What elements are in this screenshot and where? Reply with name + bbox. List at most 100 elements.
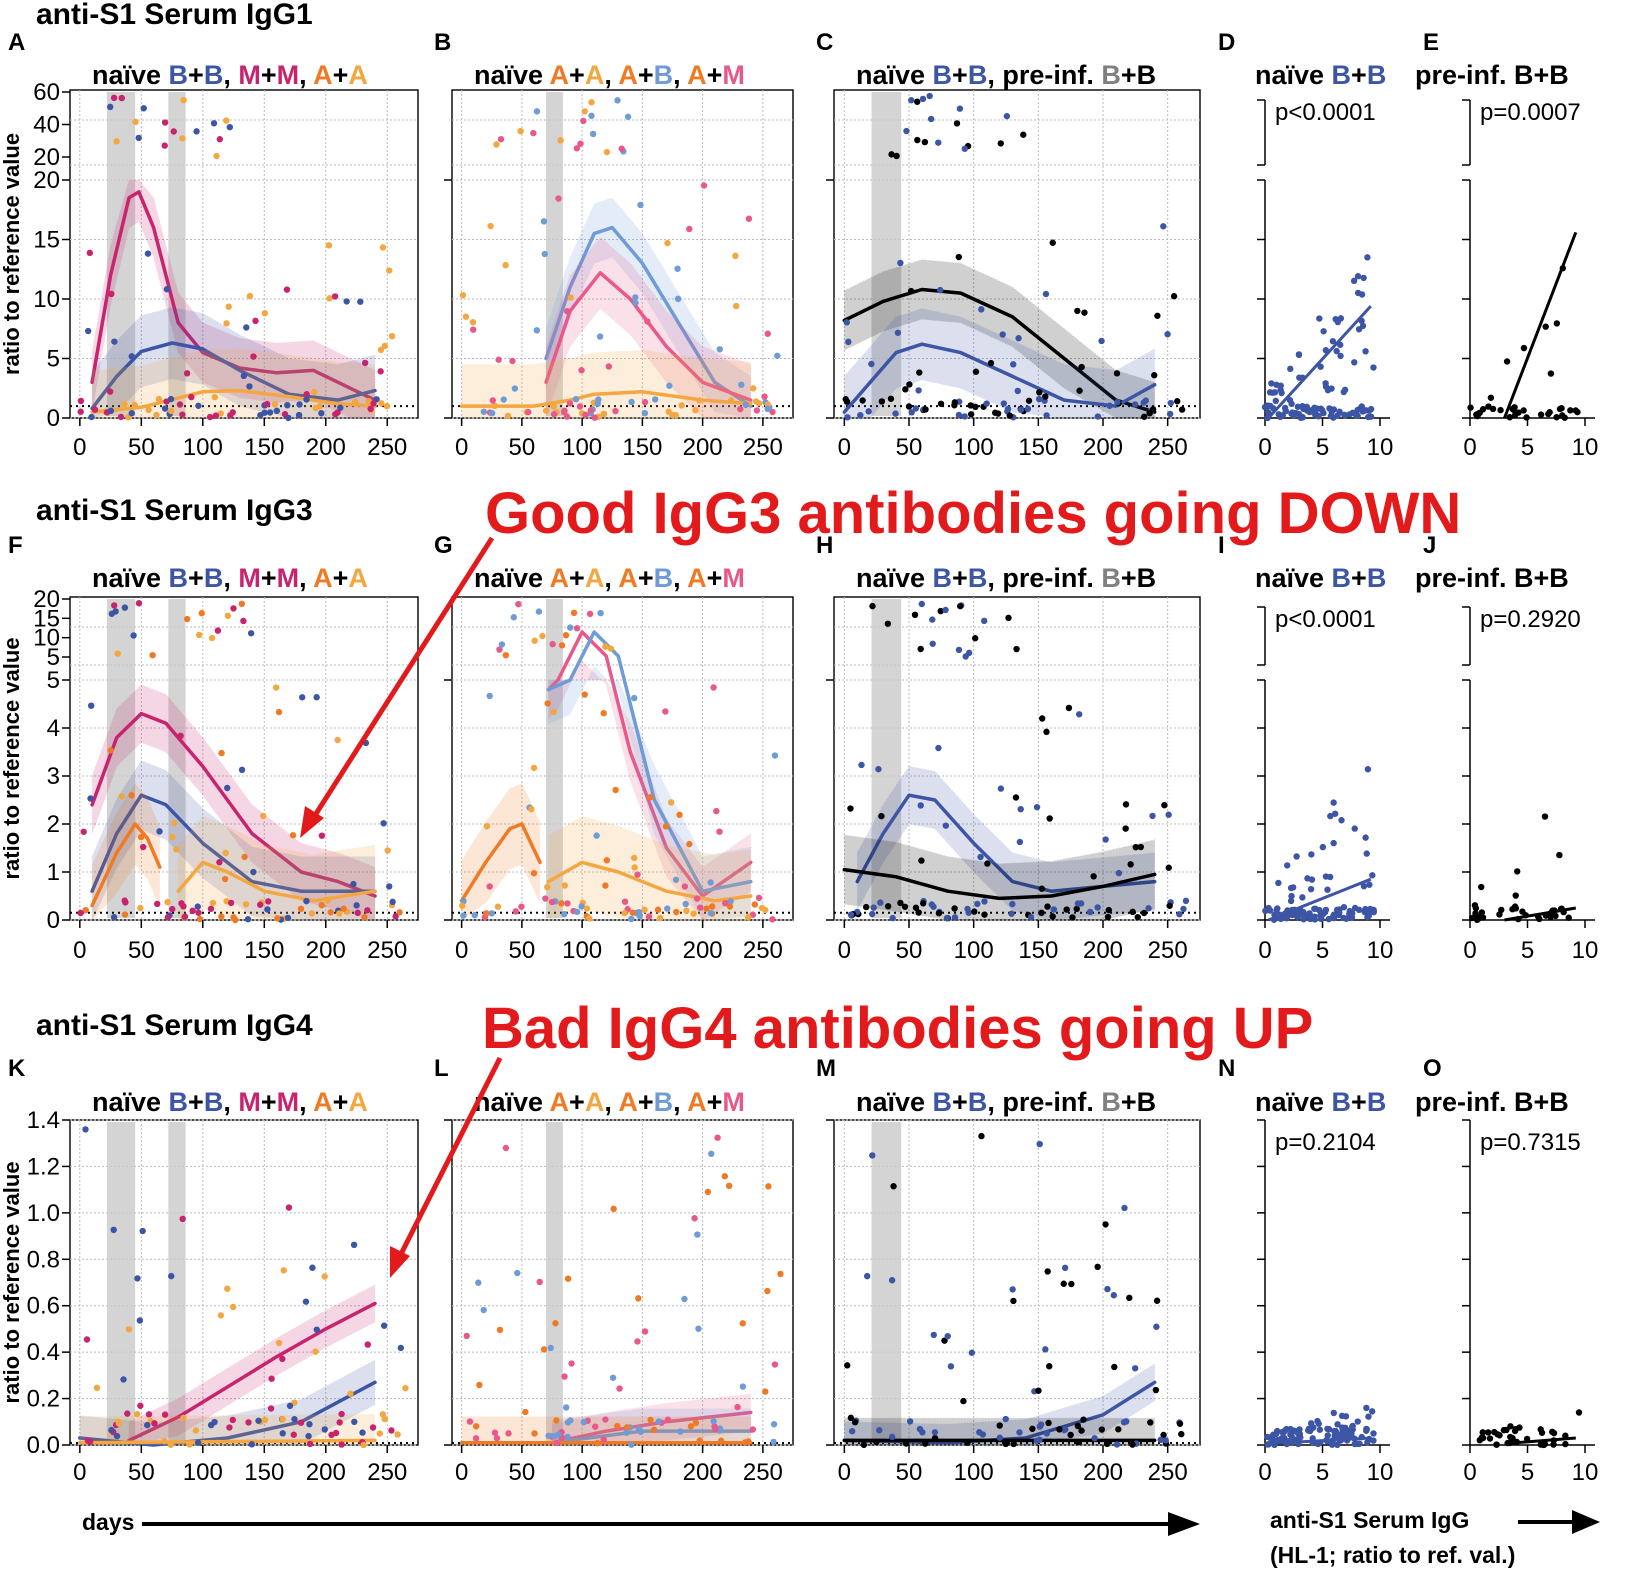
data-point bbox=[739, 1383, 747, 1390]
data-point bbox=[713, 807, 720, 815]
panel-letter: A bbox=[8, 29, 25, 56]
data-point bbox=[1115, 869, 1123, 877]
data-point bbox=[1558, 405, 1565, 412]
data-point bbox=[868, 360, 875, 368]
data-point bbox=[135, 134, 142, 142]
data-point bbox=[1086, 908, 1094, 916]
data-point bbox=[1162, 1437, 1169, 1444]
data-point bbox=[1165, 811, 1172, 818]
data-point bbox=[656, 914, 664, 922]
data-point bbox=[1320, 328, 1327, 335]
data-point bbox=[1467, 404, 1474, 411]
data-point bbox=[1014, 387, 1021, 395]
data-point bbox=[121, 401, 128, 408]
panel-title: naïve B+B, M+M, A+A bbox=[92, 60, 368, 90]
data-point bbox=[1354, 1440, 1362, 1448]
data-point bbox=[844, 414, 851, 421]
data-point bbox=[1010, 1440, 1017, 1448]
data-point bbox=[777, 1270, 784, 1278]
data-point bbox=[967, 402, 974, 409]
data-point bbox=[275, 708, 283, 716]
data-point bbox=[1036, 1140, 1043, 1148]
data-point bbox=[154, 900, 161, 908]
data-point bbox=[708, 1150, 715, 1157]
data-point bbox=[694, 1231, 701, 1238]
y-tick-label: 20 bbox=[33, 167, 60, 194]
data-point bbox=[981, 911, 988, 918]
data-point bbox=[915, 909, 922, 916]
data-point bbox=[753, 407, 761, 414]
data-point bbox=[951, 402, 958, 409]
data-point bbox=[1094, 413, 1102, 420]
data-point bbox=[218, 913, 225, 920]
data-point bbox=[1153, 1297, 1161, 1304]
data-point bbox=[926, 92, 933, 100]
x-tick-label: 10 bbox=[1367, 1459, 1394, 1486]
data-point bbox=[929, 616, 936, 623]
data-point bbox=[1293, 853, 1300, 860]
data-point bbox=[1078, 1427, 1085, 1434]
data-point bbox=[943, 914, 951, 922]
data-point bbox=[996, 1434, 1004, 1441]
x-tick-label: 50 bbox=[509, 937, 536, 964]
data-point bbox=[912, 405, 920, 412]
panel-letter: B bbox=[434, 29, 451, 56]
data-point bbox=[125, 1326, 133, 1333]
data-point bbox=[1340, 903, 1348, 911]
data-point bbox=[1471, 902, 1479, 909]
data-point bbox=[956, 105, 964, 112]
data-point bbox=[978, 306, 985, 313]
data-point bbox=[133, 1410, 141, 1418]
data-point bbox=[128, 792, 135, 799]
data-point bbox=[1029, 1425, 1036, 1432]
fit-curve bbox=[842, 342, 1157, 414]
data-point bbox=[1550, 1441, 1557, 1448]
data-point bbox=[1542, 323, 1549, 330]
data-point bbox=[1010, 1297, 1017, 1305]
data-point bbox=[318, 410, 325, 417]
data-point bbox=[687, 1423, 695, 1430]
data-point bbox=[402, 1384, 409, 1392]
row-title-igg4: anti-S1 Serum IgG4 bbox=[36, 1009, 313, 1042]
x-tick-label: 200 bbox=[683, 1459, 723, 1486]
data-point bbox=[1342, 1413, 1350, 1420]
x-tick-label: 50 bbox=[896, 434, 923, 461]
data-point bbox=[936, 286, 944, 294]
data-point bbox=[847, 1414, 855, 1422]
data-point bbox=[209, 899, 217, 907]
data-point bbox=[326, 295, 333, 302]
data-point bbox=[1341, 386, 1349, 394]
data-point bbox=[530, 129, 537, 137]
data-point bbox=[164, 914, 172, 921]
data-point bbox=[471, 911, 478, 919]
data-point bbox=[313, 694, 320, 701]
data-point bbox=[1330, 914, 1338, 922]
data-point bbox=[324, 897, 332, 904]
data-point bbox=[1269, 389, 1276, 396]
data-point bbox=[1277, 413, 1284, 421]
data-point bbox=[128, 353, 135, 360]
data-point bbox=[974, 900, 981, 908]
data-point bbox=[144, 250, 152, 257]
data-point bbox=[917, 645, 924, 653]
data-point bbox=[632, 299, 639, 307]
confidence-band bbox=[545, 236, 752, 419]
panel-title: pre-inf. B+B bbox=[1415, 563, 1569, 593]
data-point bbox=[562, 632, 570, 639]
data-point bbox=[167, 1441, 174, 1448]
data-point bbox=[1060, 1426, 1068, 1434]
data-point bbox=[369, 1424, 377, 1431]
data-point bbox=[357, 298, 364, 305]
data-point bbox=[1046, 1363, 1053, 1370]
data-point bbox=[1339, 1424, 1346, 1431]
data-point bbox=[518, 903, 525, 910]
data-point bbox=[359, 1429, 366, 1436]
y-tick-label: 0.2 bbox=[27, 1386, 60, 1413]
data-point bbox=[275, 1339, 283, 1347]
data-point bbox=[1360, 882, 1368, 890]
data-point bbox=[955, 646, 963, 654]
data-point bbox=[279, 1355, 286, 1363]
data-point bbox=[367, 405, 374, 413]
x-tick-label: 50 bbox=[128, 937, 155, 964]
data-point bbox=[1027, 914, 1035, 921]
